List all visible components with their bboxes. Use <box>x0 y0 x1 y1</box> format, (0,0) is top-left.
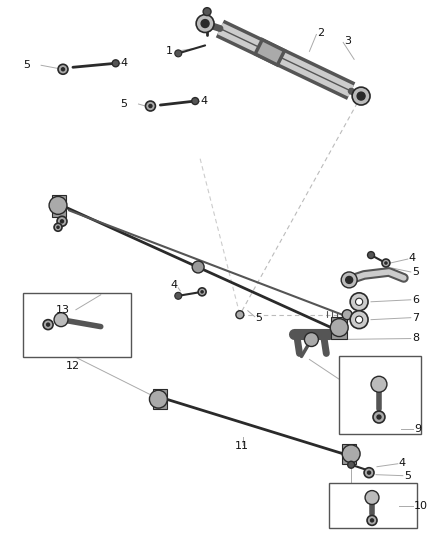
Circle shape <box>364 468 374 478</box>
Text: 8: 8 <box>412 333 419 343</box>
Bar <box>23 293 131 358</box>
Circle shape <box>201 20 209 28</box>
Bar <box>342 444 356 464</box>
Circle shape <box>384 261 388 265</box>
Text: 4: 4 <box>200 96 207 106</box>
Circle shape <box>203 7 211 15</box>
Bar <box>339 357 421 434</box>
Circle shape <box>367 515 377 526</box>
Text: 2: 2 <box>318 28 325 38</box>
Circle shape <box>373 411 385 423</box>
Circle shape <box>196 14 214 33</box>
Circle shape <box>57 216 67 226</box>
Circle shape <box>148 104 153 108</box>
Text: 4: 4 <box>409 253 416 263</box>
Circle shape <box>367 252 374 259</box>
Text: 6: 6 <box>412 295 419 305</box>
Text: 4: 4 <box>170 280 177 290</box>
Circle shape <box>352 87 370 105</box>
Circle shape <box>145 101 155 111</box>
Circle shape <box>56 225 60 229</box>
Circle shape <box>376 414 381 419</box>
Circle shape <box>357 92 365 100</box>
Text: 13: 13 <box>56 305 70 314</box>
Text: 12: 12 <box>66 361 80 372</box>
Circle shape <box>175 50 182 57</box>
Circle shape <box>112 60 119 67</box>
Circle shape <box>348 461 355 468</box>
Circle shape <box>61 67 65 71</box>
Circle shape <box>370 518 374 523</box>
Circle shape <box>49 197 67 214</box>
Circle shape <box>192 261 204 273</box>
Text: 3: 3 <box>344 36 351 46</box>
Text: 4: 4 <box>120 58 128 68</box>
Circle shape <box>341 272 357 288</box>
Circle shape <box>236 311 244 319</box>
Circle shape <box>304 333 318 346</box>
Circle shape <box>198 288 206 296</box>
Text: 5: 5 <box>23 60 30 70</box>
Text: 1: 1 <box>165 46 172 56</box>
Circle shape <box>192 98 198 104</box>
Circle shape <box>365 490 379 504</box>
Circle shape <box>356 298 363 305</box>
Text: 5: 5 <box>404 471 411 481</box>
Circle shape <box>382 259 390 267</box>
Circle shape <box>60 219 64 223</box>
Text: 7: 7 <box>412 313 419 322</box>
Text: 4: 4 <box>399 458 406 468</box>
Text: 11: 11 <box>235 441 249 451</box>
Circle shape <box>46 322 50 327</box>
Circle shape <box>356 316 363 323</box>
Bar <box>329 482 417 528</box>
Circle shape <box>350 311 368 329</box>
Circle shape <box>342 310 352 320</box>
Bar <box>153 389 167 409</box>
Text: 9: 9 <box>414 424 421 434</box>
Circle shape <box>342 445 360 463</box>
Circle shape <box>200 290 204 294</box>
Circle shape <box>43 320 53 329</box>
Circle shape <box>175 292 182 300</box>
Circle shape <box>346 277 353 284</box>
Text: 10: 10 <box>414 502 428 512</box>
Circle shape <box>371 376 387 392</box>
Bar <box>331 317 347 338</box>
Bar <box>52 196 67 217</box>
Circle shape <box>350 293 368 311</box>
Circle shape <box>149 390 167 408</box>
Circle shape <box>54 313 68 327</box>
Circle shape <box>330 319 348 336</box>
Circle shape <box>54 223 62 231</box>
Text: 5: 5 <box>120 99 127 109</box>
Circle shape <box>367 471 371 475</box>
Text: 5: 5 <box>412 267 419 277</box>
Circle shape <box>58 64 68 74</box>
Text: 5: 5 <box>255 313 262 322</box>
